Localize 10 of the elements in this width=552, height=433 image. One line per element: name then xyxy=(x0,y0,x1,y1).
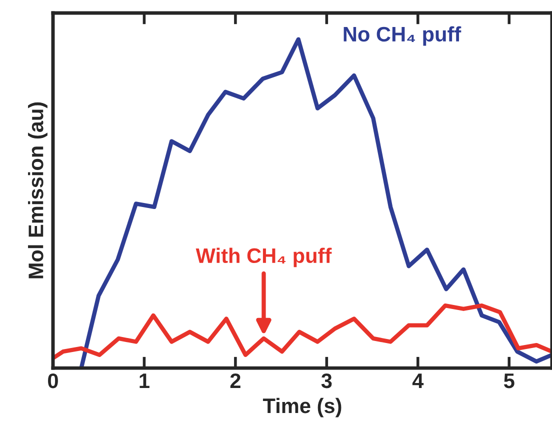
x-tick-label: 1 xyxy=(140,374,150,388)
annotation: With CH₄ puff xyxy=(196,248,332,268)
x-tick-label: 0 xyxy=(48,373,58,388)
x-tick-label: 3 xyxy=(321,373,332,388)
series-label: No CH₄ puff xyxy=(344,26,462,46)
x-axis-title: Time (s) xyxy=(262,398,342,418)
x-tick-label: 4 xyxy=(412,374,424,388)
x-tick-label: 5 xyxy=(504,374,514,388)
x-tick-label: 2 xyxy=(230,373,240,388)
y-axis-title: Mol Emission (au) xyxy=(28,102,48,278)
